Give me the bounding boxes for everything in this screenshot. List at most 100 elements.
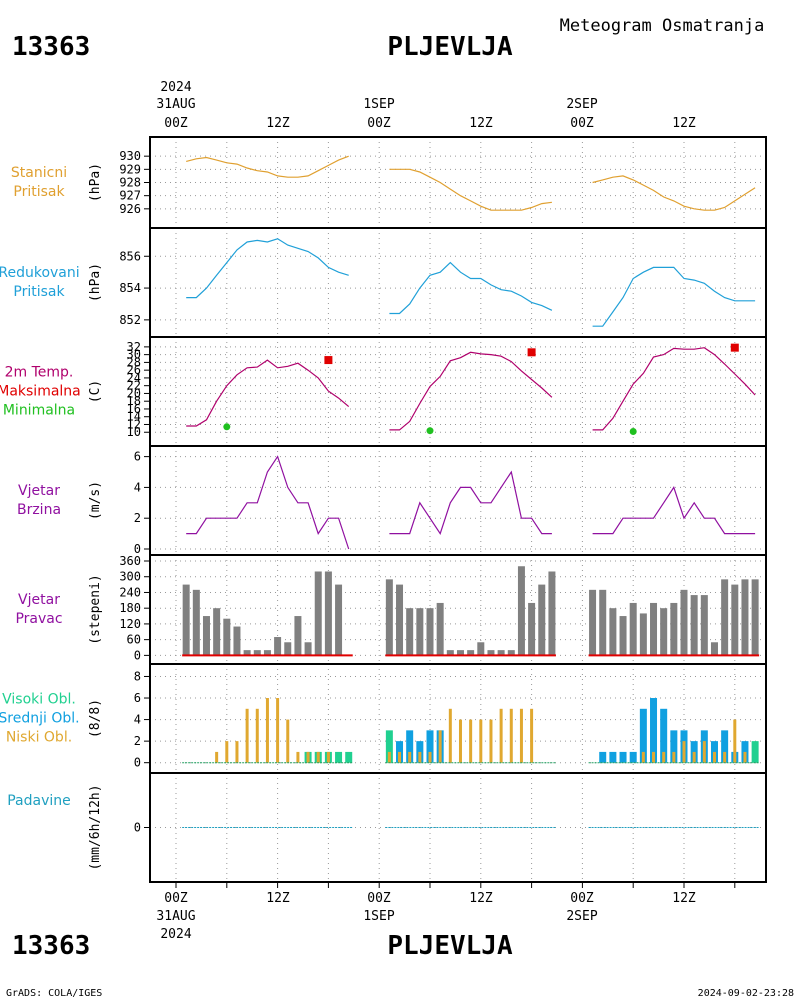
wind-dir-bar <box>426 608 434 656</box>
wind-dir-bar <box>639 613 647 656</box>
series-line-2 <box>389 261 553 315</box>
cloud-bar-low <box>499 708 503 763</box>
min-temp-marker <box>426 427 434 435</box>
series-line-1 <box>186 155 349 178</box>
y-axis-label: (hPa) <box>88 163 103 202</box>
year-label-bottom: 2024 <box>160 927 191 942</box>
y-tick-label: 0 <box>134 821 141 835</box>
series-line-2 <box>389 351 553 431</box>
y-tick-label: 6 <box>134 691 141 705</box>
wind-dir-bar <box>385 579 393 656</box>
cloud-bar-low <box>398 751 402 763</box>
cloud-bar-mid <box>721 730 729 763</box>
y-axis-label: (8/8) <box>88 699 103 738</box>
wind-dir-bar <box>233 626 241 656</box>
bottom-time-axis: 00Z 12Z 00Z 12Z 00Z 12Z 31AUG 1SEP 2SEP … <box>156 891 695 942</box>
date-label-1sep-top: 1SEP <box>363 97 394 112</box>
credit: GrADS: COLA/IGES <box>6 988 102 999</box>
wind-dir-bar <box>741 579 749 656</box>
y-tick-label: 0 <box>134 542 141 556</box>
y-tick-label: 852 <box>119 313 141 327</box>
wind-dir-bar <box>243 650 251 656</box>
cloud-bar-low <box>692 751 696 763</box>
y-tick-label: 32 <box>127 340 141 354</box>
hour-label-top-0: 00Z <box>164 116 188 131</box>
cloud-bar-low <box>428 751 432 763</box>
variable-label: Pritisak <box>13 184 65 200</box>
cloud-bar-low <box>489 719 493 763</box>
series-line-1 <box>186 455 350 550</box>
cloud-bar-low <box>479 719 483 763</box>
cloud-bar-low <box>469 719 473 763</box>
hour-label-bottom-2: 00Z <box>367 891 391 906</box>
wind-dir-bar <box>670 602 678 656</box>
y-tick-label: 0 <box>134 648 141 662</box>
y-tick-label: 2 <box>134 734 141 748</box>
series-line-3 <box>592 175 756 211</box>
date-label-31aug-bottom: 31AUG <box>156 909 195 924</box>
series-line-1 <box>186 238 349 299</box>
y-tick-label: 927 <box>119 189 141 203</box>
variable-label: Niski Obl. <box>6 730 72 746</box>
wind-dir-bar <box>680 589 688 656</box>
wind-dir-bar <box>456 650 464 656</box>
meteogram-panels: 926927928929930(hPa)StanicniPritisak8528… <box>0 136 767 888</box>
min-temp-marker <box>223 423 231 431</box>
hour-label-bottom-4: 00Z <box>570 891 594 906</box>
y-tick-label: 0 <box>134 756 141 770</box>
min-temp-marker <box>629 427 637 435</box>
wind-dir-bar <box>660 608 668 656</box>
max-temp-marker <box>730 343 739 352</box>
cloud-bar-mid <box>619 751 627 763</box>
cloud-bar-low <box>316 751 320 763</box>
cloud-bar-mid <box>639 708 647 763</box>
top-time-axis: 2024 31AUG 1SEP 2SEP 00Z 12Z 00Z 12Z 00Z… <box>156 80 695 131</box>
variable-label: Maksimalna <box>0 384 81 400</box>
wind-dir-bar <box>609 608 617 656</box>
cloud-bar-low <box>458 719 462 763</box>
cloud-bar-low <box>245 708 249 763</box>
wind-dir-bar <box>182 584 190 656</box>
wind-dir-bar <box>304 642 312 656</box>
y-tick-label: 30 <box>127 348 141 362</box>
y-tick-label: 24 <box>127 371 141 385</box>
wind-dir-bar <box>589 589 597 656</box>
cloud-bar-low <box>530 708 534 763</box>
variable-label: Minimalna <box>3 403 75 419</box>
cloud-bar-low <box>743 751 747 763</box>
wind-dir-bar <box>314 571 322 656</box>
variable-label: Stanicni <box>11 165 67 181</box>
cloud-bar-high <box>345 751 353 763</box>
wind-dir-bar <box>202 616 210 656</box>
wind-dir-bar <box>497 650 505 656</box>
hour-label-top-1: 12Z <box>266 116 290 131</box>
y-tick-label: 929 <box>119 162 141 176</box>
y-tick-label: 26 <box>127 363 141 377</box>
cloud-bar-low <box>509 708 513 763</box>
wind-dir-bar <box>436 602 444 656</box>
panel-frame <box>149 136 767 229</box>
wind-dir-bar <box>517 566 525 656</box>
cloud-bar-low <box>733 719 737 763</box>
hour-label-top-2: 00Z <box>367 116 391 131</box>
product-title: Meteogram Osmatranja <box>560 16 765 36</box>
cloud-bar-high <box>385 730 393 763</box>
y-tick-label: 2 <box>134 511 141 525</box>
y-tick-label: 856 <box>119 249 141 263</box>
station-name-top: PLJEVLJA <box>387 32 513 62</box>
series-line-3 <box>592 347 756 431</box>
y-tick-label: 18 <box>127 394 141 408</box>
wind-dir-bar <box>731 584 739 656</box>
y-axis-label: (mm/6h/12h) <box>88 784 103 870</box>
y-tick-label: 12 <box>127 417 141 431</box>
wind-dir-bar <box>751 579 759 656</box>
date-label-1sep-bottom: 1SEP <box>363 909 394 924</box>
wind-dir-bar <box>274 637 282 656</box>
cloud-bar-low <box>306 751 310 763</box>
cloud-bar-low <box>265 698 269 763</box>
date-label-2sep-bottom: 2SEP <box>566 909 597 924</box>
wind-dir-bar <box>700 595 708 656</box>
y-tick-label: 928 <box>119 176 141 190</box>
